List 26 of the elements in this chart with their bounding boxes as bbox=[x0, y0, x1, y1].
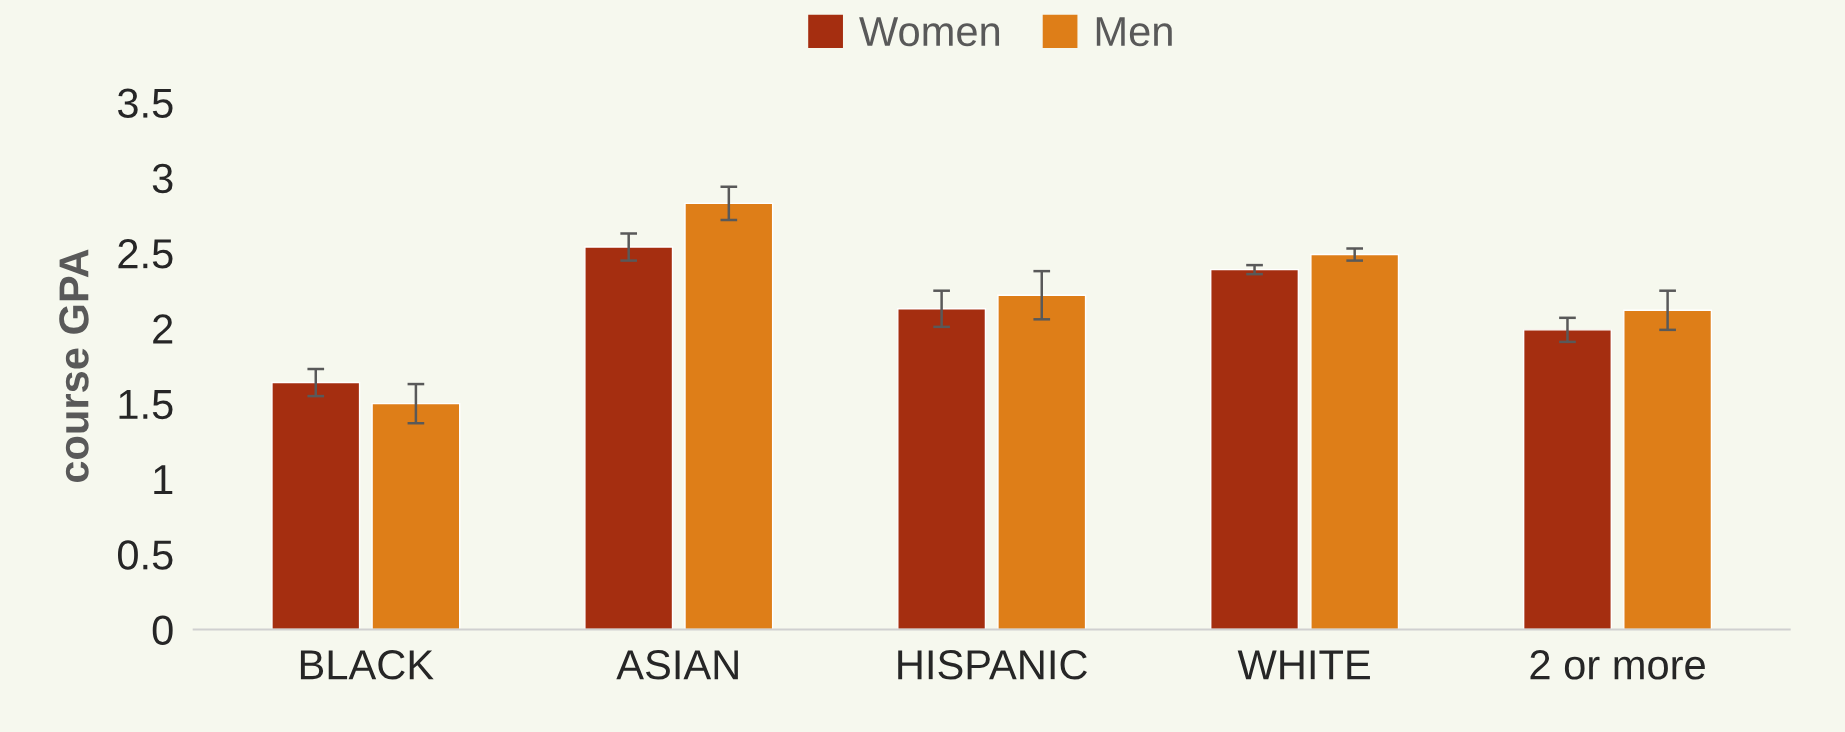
y-tick-label: 0.5 bbox=[117, 540, 173, 570]
legend-label: Men bbox=[1096, 17, 1172, 47]
y-tick-label: 3.5 bbox=[117, 88, 173, 118]
x-tick-label: ASIAN bbox=[616, 650, 738, 680]
bar bbox=[1310, 253, 1400, 630]
x-tick-label: HISPANIC bbox=[898, 650, 1087, 680]
y-tick-label: 1.5 bbox=[119, 390, 173, 420]
legend-label: Women bbox=[859, 17, 1000, 47]
bar bbox=[997, 294, 1087, 630]
y-tick-label: 2.5 bbox=[118, 239, 173, 269]
y-tick-label: 3 bbox=[152, 163, 173, 194]
y-tick-label: 0 bbox=[152, 615, 173, 646]
bar bbox=[1210, 268, 1300, 630]
y-tick-label: 1 bbox=[154, 465, 173, 495]
x-tick-label: WHITE bbox=[1237, 650, 1370, 680]
bar bbox=[897, 308, 987, 630]
y-tick-label: 2 bbox=[153, 314, 173, 344]
bar bbox=[1623, 309, 1713, 630]
bar bbox=[584, 246, 674, 630]
bar bbox=[371, 402, 461, 630]
y-axis-title: course GPA bbox=[59, 249, 89, 483]
x-tick-label: 2 or more bbox=[1530, 650, 1705, 680]
bar bbox=[1522, 329, 1612, 630]
x-tick-label: BLACK bbox=[300, 650, 434, 680]
bar bbox=[271, 381, 361, 630]
bar bbox=[684, 202, 774, 630]
